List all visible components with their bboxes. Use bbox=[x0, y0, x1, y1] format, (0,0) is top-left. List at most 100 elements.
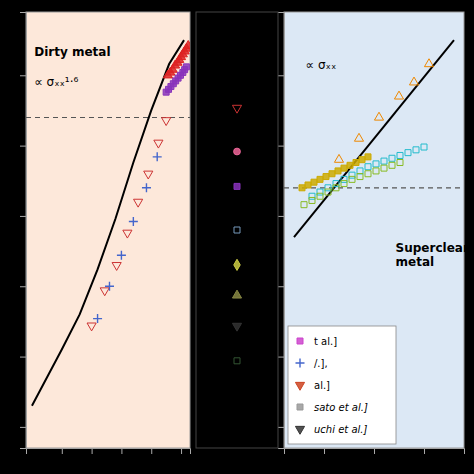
tick bbox=[278, 216, 284, 217]
line bbox=[32, 40, 184, 406]
axis-domain bbox=[285, 449, 465, 455]
tick bbox=[151, 448, 152, 454]
point bbox=[349, 176, 355, 182]
point bbox=[162, 118, 171, 126]
point bbox=[333, 181, 339, 187]
point bbox=[357, 168, 363, 174]
tick bbox=[121, 448, 122, 454]
axis-domain bbox=[27, 449, 191, 455]
figure: Dirty metal∝ σₓₓ¹·⁶Supercleanmetal∝ σₓₓt… bbox=[0, 0, 474, 474]
tick bbox=[20, 286, 26, 287]
point bbox=[365, 154, 371, 160]
tick-mark bbox=[151, 448, 152, 454]
point bbox=[349, 172, 355, 178]
legend-label: uchi et al.] bbox=[314, 424, 367, 435]
point bbox=[397, 152, 403, 158]
point bbox=[323, 174, 329, 180]
point bbox=[184, 40, 190, 48]
tick-mark bbox=[20, 427, 26, 428]
legend-label: al.] bbox=[314, 380, 330, 391]
point bbox=[309, 197, 315, 203]
tick-mark bbox=[278, 357, 284, 358]
point bbox=[381, 165, 387, 171]
point bbox=[232, 105, 241, 113]
background bbox=[0, 0, 474, 474]
legend-label: t al.] bbox=[314, 336, 337, 347]
point bbox=[234, 358, 240, 364]
point bbox=[234, 148, 241, 155]
point bbox=[413, 147, 419, 153]
point bbox=[232, 323, 241, 331]
legend-marker bbox=[296, 359, 305, 368]
tick bbox=[278, 286, 284, 287]
point bbox=[365, 171, 371, 177]
tick bbox=[20, 216, 26, 217]
point bbox=[335, 168, 341, 174]
tick bbox=[278, 357, 284, 358]
point bbox=[112, 263, 121, 271]
point bbox=[232, 290, 241, 298]
axis bbox=[285, 448, 465, 454]
point bbox=[129, 217, 138, 226]
point bbox=[347, 162, 353, 168]
point bbox=[234, 183, 240, 189]
point bbox=[317, 176, 323, 182]
point bbox=[117, 251, 126, 260]
point bbox=[373, 168, 379, 174]
tick bbox=[278, 427, 284, 428]
tick bbox=[278, 75, 284, 76]
point bbox=[421, 144, 427, 150]
plot-area bbox=[284, 40, 464, 237]
tick-mark bbox=[374, 448, 375, 454]
annotation: Supercleanmetal bbox=[396, 241, 472, 269]
tick bbox=[20, 357, 26, 358]
tick-mark bbox=[278, 427, 284, 428]
plot-background bbox=[196, 12, 278, 448]
point bbox=[309, 193, 315, 199]
point bbox=[325, 189, 331, 195]
tick bbox=[20, 146, 26, 147]
point bbox=[374, 112, 383, 120]
tick-mark bbox=[278, 216, 284, 217]
point bbox=[394, 91, 403, 99]
point bbox=[334, 154, 343, 162]
point bbox=[365, 164, 371, 170]
point bbox=[142, 183, 151, 192]
point bbox=[87, 323, 96, 331]
point bbox=[424, 59, 433, 67]
legend-marker bbox=[297, 338, 303, 344]
point bbox=[154, 140, 163, 148]
tick-mark bbox=[278, 286, 284, 287]
point bbox=[183, 64, 189, 70]
point bbox=[341, 181, 347, 187]
plot-area bbox=[26, 40, 190, 406]
tick-mark bbox=[20, 75, 26, 76]
line bbox=[294, 40, 454, 237]
axis bbox=[27, 448, 191, 454]
plot-frame bbox=[284, 12, 464, 448]
legend-marker bbox=[295, 426, 304, 434]
panel bbox=[196, 12, 278, 448]
tick-mark bbox=[20, 286, 26, 287]
point bbox=[353, 159, 359, 165]
tick bbox=[92, 448, 93, 454]
point bbox=[317, 193, 323, 199]
point bbox=[301, 202, 307, 208]
point bbox=[234, 259, 240, 270]
point bbox=[234, 227, 240, 233]
point bbox=[381, 158, 387, 164]
tick-mark bbox=[92, 448, 93, 454]
tick-mark bbox=[324, 448, 325, 454]
point bbox=[357, 174, 363, 180]
annotation-line: ∝ σₓₓ¹·⁶ bbox=[34, 75, 78, 89]
point bbox=[389, 162, 395, 168]
point bbox=[153, 152, 162, 161]
point bbox=[105, 282, 114, 291]
plot-area bbox=[232, 105, 241, 364]
point bbox=[134, 199, 143, 207]
plot-frame bbox=[26, 12, 190, 448]
point bbox=[354, 133, 363, 141]
plot-background bbox=[284, 12, 464, 448]
annotation-line: metal bbox=[396, 255, 435, 269]
tick bbox=[20, 75, 26, 76]
